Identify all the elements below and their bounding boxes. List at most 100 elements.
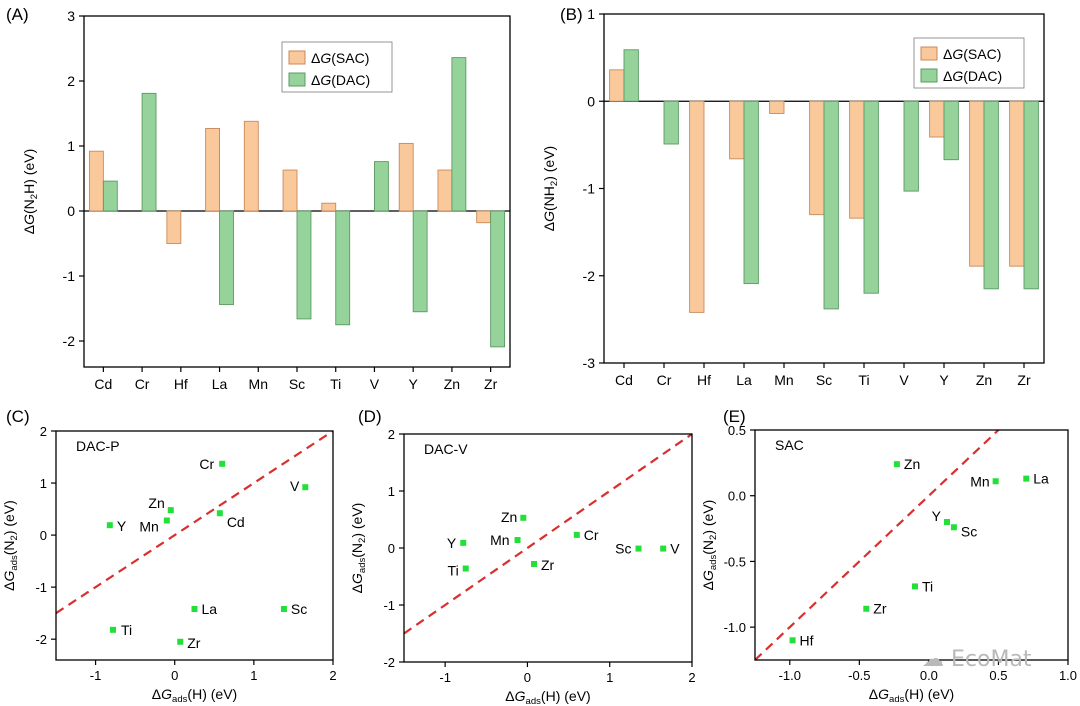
panel-C-xtick-label: 2 bbox=[329, 668, 336, 683]
panel-C-ytick-label: 0 bbox=[40, 528, 47, 543]
panel-E-point-mn bbox=[992, 478, 999, 485]
panel-D-point-label-zr: Zr bbox=[541, 557, 555, 573]
panel-A-bar-sac-cd bbox=[88, 150, 104, 212]
panel-C-point-label-y: Y bbox=[117, 518, 127, 534]
panel-B-xtick-label: Hf bbox=[697, 372, 711, 388]
panel-C-annotation: DAC-P bbox=[76, 438, 120, 454]
panel-D-point-ti bbox=[462, 565, 469, 572]
panel-D-point-label-sc: Sc bbox=[615, 541, 631, 557]
panel-B-bar-dac-cd bbox=[623, 49, 639, 102]
panel-E-point-zr bbox=[863, 605, 870, 612]
panel-A-label: (A) bbox=[6, 5, 29, 24]
panel-D-point-label-v: V bbox=[670, 541, 680, 557]
panel-B-bar-dac-cr bbox=[663, 100, 679, 145]
panel-B-bar-sac-zr bbox=[1009, 100, 1025, 267]
panel-C-ylabel: ΔGads(N2) (eV) bbox=[1, 500, 20, 591]
panel-C-xtick-label: -1 bbox=[90, 668, 102, 683]
panel-B-bar-sac-zn bbox=[969, 100, 985, 267]
panel-A-legend-sac-swatch bbox=[288, 50, 306, 65]
panel-C-point-label-ti: Ti bbox=[121, 622, 132, 638]
panel-E-point-zn bbox=[893, 461, 900, 468]
panel-B-xtick-label: Cr bbox=[657, 372, 672, 388]
panel-A-ytick-label: 2 bbox=[67, 73, 75, 89]
panel-A-ytick-label: 0 bbox=[67, 203, 75, 219]
panel-A-xtick-label: Cd bbox=[94, 376, 112, 392]
panel-A-xtick-label: La bbox=[212, 376, 228, 392]
panel-A-xtick-label: Y bbox=[409, 376, 419, 392]
panel-D-ytick-label: 2 bbox=[388, 427, 395, 442]
panel-B-bar-dac-ti bbox=[863, 100, 879, 294]
panel-B-xtick-label: Zn bbox=[976, 372, 992, 388]
panel-C-point-v bbox=[302, 484, 309, 491]
panel-A-bar-sac-hf bbox=[166, 210, 182, 244]
panel-D-point-y bbox=[460, 539, 467, 546]
panel-E-point-label-la: La bbox=[1033, 471, 1049, 487]
panel-A-bar-dac-ti bbox=[335, 210, 351, 326]
panel-C-point-ti bbox=[109, 626, 116, 633]
panel-E-ytick-label: -1.0 bbox=[724, 620, 746, 635]
panel-E-point-label-hf: Hf bbox=[800, 632, 814, 648]
panel-E-diagonal bbox=[754, 429, 1000, 661]
panel-B-ytick-label: -2 bbox=[583, 268, 596, 284]
panel-E-xtick-label: -0.5 bbox=[848, 668, 870, 683]
panel-E-point-label-ti: Ti bbox=[922, 578, 933, 594]
panel-A-bar-dac-y bbox=[412, 210, 428, 313]
panel-A-bar-sac-mn bbox=[243, 120, 259, 212]
panel-B-legend-sac-label: ΔG(SAC) bbox=[943, 46, 1001, 62]
panel-C-point-label-cd: Cd bbox=[227, 514, 245, 530]
panel-A-xtick-label: Zr bbox=[484, 376, 498, 392]
panel-D-point-mn bbox=[514, 537, 521, 544]
panel-A-ytick-label: -1 bbox=[63, 268, 76, 284]
panel-A-xtick-label: Zn bbox=[444, 376, 460, 392]
panel-A-bar-dac-zr bbox=[490, 210, 506, 348]
panel-A-bar-dac-sc bbox=[296, 210, 312, 320]
panel-D-point-label-y: Y bbox=[447, 535, 457, 551]
panel-D-annotation: DAC-V bbox=[424, 441, 468, 457]
panel-C-label: (C) bbox=[6, 407, 30, 426]
panel-E-ytick-label: 0.5 bbox=[728, 423, 746, 438]
panel-C-point-zn bbox=[167, 507, 174, 514]
panel-E-label: (E) bbox=[723, 407, 746, 426]
panel-E-xtick-label: -1.0 bbox=[779, 668, 801, 683]
panel-A-bar-dac-la bbox=[219, 210, 234, 306]
panel-E-point-ti bbox=[911, 583, 918, 590]
panel-C-xlabel: ΔGads(H) (eV) bbox=[152, 686, 237, 705]
panel-E-point-la bbox=[1023, 475, 1030, 482]
panel-E-xlabel: ΔGads(H) (eV) bbox=[869, 686, 954, 705]
panel-C-point-cd bbox=[216, 510, 223, 517]
panel-B-ytick-label: 0 bbox=[587, 93, 595, 109]
panel-E-point-sc bbox=[950, 524, 957, 531]
panel-C-point-label-zr: Zr bbox=[187, 635, 201, 651]
panel-E-annotation: SAC bbox=[775, 437, 804, 453]
panel-C-ytick-label: 1 bbox=[40, 476, 47, 491]
panel-B-bar-sac-sc bbox=[809, 100, 825, 216]
panel-A-xtick-label: V bbox=[370, 376, 380, 392]
panel-C-xtick-label: 0 bbox=[171, 668, 178, 683]
panel-C-point-sc bbox=[280, 605, 287, 612]
panel-A-ylabel: ΔG(N2H) (eV) bbox=[21, 149, 40, 234]
panel-A-legend-dac-label: ΔG(DAC) bbox=[311, 72, 370, 88]
panel-E-frame bbox=[754, 429, 1069, 661]
panel-D-point-label-cr: Cr bbox=[584, 527, 599, 543]
panel-D-label: (D) bbox=[358, 407, 382, 426]
panel-B-xtick-label: Sc bbox=[816, 372, 832, 388]
panel-E-point-label-y: Y bbox=[932, 508, 942, 524]
panel-B-xtick-label: Cd bbox=[615, 372, 633, 388]
panel-E-xtick-label: 1.0 bbox=[1059, 668, 1077, 683]
panel-C-point-mn bbox=[163, 517, 170, 524]
panel-A-bar-sac-y bbox=[398, 142, 414, 212]
wechat-icon: ☁ bbox=[922, 647, 944, 672]
panel-D-ytick-label: -2 bbox=[383, 655, 395, 670]
panel-D-point-label-mn: Mn bbox=[490, 532, 509, 548]
panel-E-point-label-sc: Sc bbox=[961, 523, 977, 539]
panel-D-xlabel: ΔGads(H) (eV) bbox=[505, 688, 590, 706]
panel-D-ytick-label: -1 bbox=[383, 598, 395, 613]
panel-A-bar-sac-zr bbox=[476, 210, 492, 224]
panel-E-ytick-label: 0.0 bbox=[728, 489, 746, 504]
panel-D-xtick-label: 2 bbox=[688, 670, 695, 685]
panel-E-xtick-label: 0.5 bbox=[989, 668, 1007, 683]
panel-E-xtick-label: 0.0 bbox=[920, 668, 938, 683]
panel-A-bar-dac-cr bbox=[141, 92, 157, 212]
panel-B-xtick-label: La bbox=[736, 372, 752, 388]
